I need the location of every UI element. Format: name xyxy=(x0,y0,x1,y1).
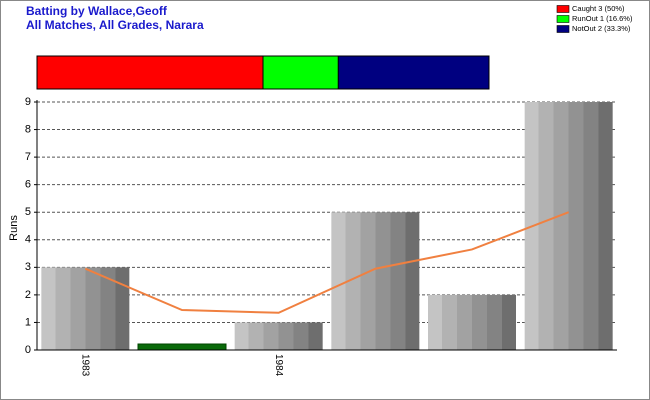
y-tick-label: 9 xyxy=(25,96,31,108)
y-tick-label: 7 xyxy=(25,151,31,163)
segment xyxy=(262,55,339,90)
legend-label: Caught 3 (50%) xyxy=(572,4,625,13)
bar xyxy=(524,102,613,350)
bar xyxy=(331,212,420,350)
y-tick-label: 2 xyxy=(25,289,31,301)
chart-title: Batting by Wallace,Geoff xyxy=(26,4,168,18)
y-tick-label: 0 xyxy=(25,344,31,356)
bar xyxy=(428,294,516,350)
bar xyxy=(41,267,130,350)
bar xyxy=(234,322,323,350)
legend-swatch xyxy=(556,25,570,33)
legend-swatch xyxy=(556,15,570,23)
chart-subtitle: All Matches, All Grades, Narara xyxy=(26,18,204,32)
y-tick-label: 4 xyxy=(25,234,31,246)
y-axis-label: Runs xyxy=(8,215,20,241)
legend-swatch xyxy=(556,5,570,13)
x-tick-label: 1984 xyxy=(273,354,284,377)
trend-line xyxy=(84,211,570,314)
bar xyxy=(137,343,227,351)
legend-label: RunOut 1 (16.6%) xyxy=(572,14,633,23)
x-tick-label: 1983 xyxy=(80,354,91,377)
y-tick-label: 1 xyxy=(25,316,31,328)
y-tick-label: 6 xyxy=(25,179,31,191)
y-tick-label: 5 xyxy=(25,206,31,218)
segment xyxy=(337,55,490,90)
y-tick-label: 8 xyxy=(25,123,31,135)
legend-label: NotOut 2 (33.3%) xyxy=(572,24,631,33)
segment xyxy=(36,55,264,90)
y-tick-label: 3 xyxy=(25,261,31,273)
